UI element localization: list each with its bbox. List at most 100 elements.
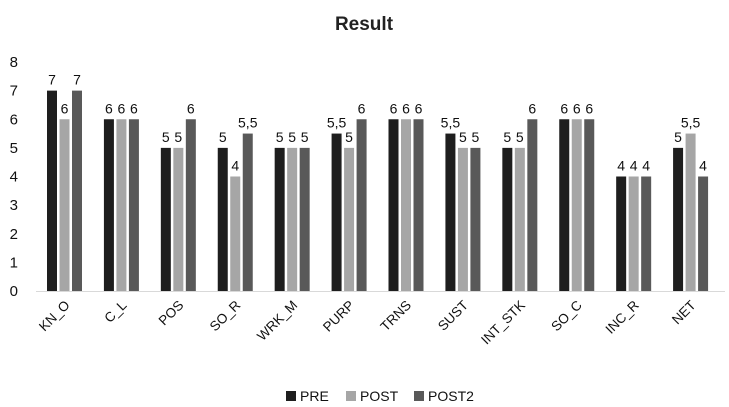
x-tick-label: TRNS [378, 298, 415, 335]
bar-post2-kn_o [72, 90, 82, 291]
data-label: 4 [699, 158, 707, 174]
x-tick-label: NET [669, 298, 699, 328]
data-label: 5 [345, 129, 353, 145]
data-label: 5 [301, 129, 309, 145]
data-label: 5,5 [327, 115, 347, 131]
x-tick-label: INT_STK [478, 298, 528, 348]
bar-post2-net [698, 176, 709, 291]
bar-post-net [685, 133, 696, 291]
bar-post2-int_stk [527, 119, 538, 291]
bar-pre-sust [445, 133, 456, 291]
x-tick-label: INC_R [603, 297, 642, 336]
bar-post-trns [401, 119, 411, 291]
bar-post-wrk_m [287, 147, 298, 291]
x-tick-label: PURP [320, 298, 357, 335]
bar-post2-purp [356, 119, 367, 291]
data-label: 5 [174, 129, 182, 145]
data-label: 4 [642, 158, 650, 174]
data-label: 7 [73, 72, 81, 88]
bar-post-c_l [116, 119, 127, 291]
x-axis: KN_O C_L POS SO_R WRK_M PURP TRNS SUST INT_STK SO… [36, 291, 725, 348]
legend-swatch-post2 [414, 391, 424, 401]
legend-label-post2: POST2 [428, 388, 474, 404]
y-tick-label: 7 [10, 83, 18, 100]
x-tick-label: KN_O [36, 298, 73, 335]
legend-label-post: POST [360, 388, 399, 404]
data-label: 6 [61, 100, 69, 116]
bar-pre-kn_o [47, 90, 57, 291]
data-label: 6 [358, 100, 366, 116]
data-label: 6 [187, 100, 195, 116]
data-label: 5 [288, 129, 296, 145]
data-label: 5 [219, 129, 227, 145]
bar-pre-wrk_m [274, 147, 285, 291]
data-label: 5 [503, 129, 511, 145]
y-tick-label: 4 [10, 169, 18, 186]
x-tick-label: SO_C [548, 297, 585, 334]
bar-post-so_r [230, 176, 241, 291]
bar-post-sust [457, 147, 468, 291]
data-label: 6 [118, 100, 126, 116]
data-label: 6 [585, 100, 593, 116]
bar-post2-inc_r [641, 176, 652, 291]
bar-pre-inc_r [616, 176, 627, 291]
x-tick-label: SO_R [207, 297, 244, 334]
bar-pre-so_c [559, 119, 570, 291]
data-label: 6 [560, 100, 568, 116]
data-label: 5,5 [681, 115, 701, 131]
y-tick-label: 2 [10, 226, 18, 243]
data-label: 6 [415, 100, 423, 116]
bar-pre-so_r [217, 147, 228, 291]
bar-post-kn_o [59, 119, 70, 291]
bar-post2-pos [185, 119, 196, 291]
data-label: 4 [630, 158, 638, 174]
bars [47, 90, 709, 291]
data-label: 6 [402, 100, 410, 116]
bar-post2-trns [413, 119, 424, 291]
data-label: 5 [674, 129, 682, 145]
legend-label-pre: PRE [300, 388, 329, 404]
data-label: 6 [105, 100, 113, 116]
legend-swatch-post [346, 391, 356, 401]
data-label: 6 [390, 100, 398, 116]
y-tick-label: 3 [10, 197, 18, 214]
x-tick-label: SUST [435, 298, 471, 334]
bar-post-so_c [571, 119, 582, 291]
data-label: 5,5 [441, 115, 461, 131]
y-tick-label: 8 [10, 54, 18, 71]
bar-pre-net [673, 147, 684, 291]
bar-post2-sust [470, 147, 481, 291]
data-label: 5,5 [238, 115, 258, 131]
y-tick-label: 0 [10, 283, 18, 300]
data-label: 5 [516, 129, 524, 145]
data-label: 5 [276, 129, 284, 145]
x-tick-label: C_L [101, 297, 129, 325]
data-label: 7 [48, 72, 56, 88]
x-tick-label: WRK_M [254, 298, 300, 344]
data-label: 4 [231, 158, 239, 174]
legend: PRE POST POST2 [286, 388, 474, 404]
bar-pre-pos [160, 147, 171, 291]
x-tick-label: POS [156, 298, 187, 329]
y-tick-label: 6 [10, 111, 18, 128]
bar-post2-wrk_m [299, 147, 310, 291]
data-label: 5 [472, 129, 480, 145]
y-axis: 0 1 2 3 4 5 6 7 8 [10, 54, 18, 300]
chart-title: Result [335, 14, 394, 35]
bar-post-pos [173, 147, 184, 291]
bar-post2-c_l [128, 119, 139, 291]
data-label: 4 [617, 158, 625, 174]
bar-post2-so_c [584, 119, 595, 291]
legend-swatch-pre [286, 391, 296, 401]
data-label: 5 [459, 129, 467, 145]
bar-post2-so_r [242, 133, 253, 291]
bar-pre-int_stk [502, 147, 513, 291]
data-label: 6 [528, 100, 536, 116]
y-tick-label: 1 [10, 254, 18, 271]
bar-pre-purp [331, 133, 342, 291]
bar-pre-c_l [103, 119, 114, 291]
bar-pre-trns [388, 119, 399, 291]
data-label: 5 [162, 129, 170, 145]
